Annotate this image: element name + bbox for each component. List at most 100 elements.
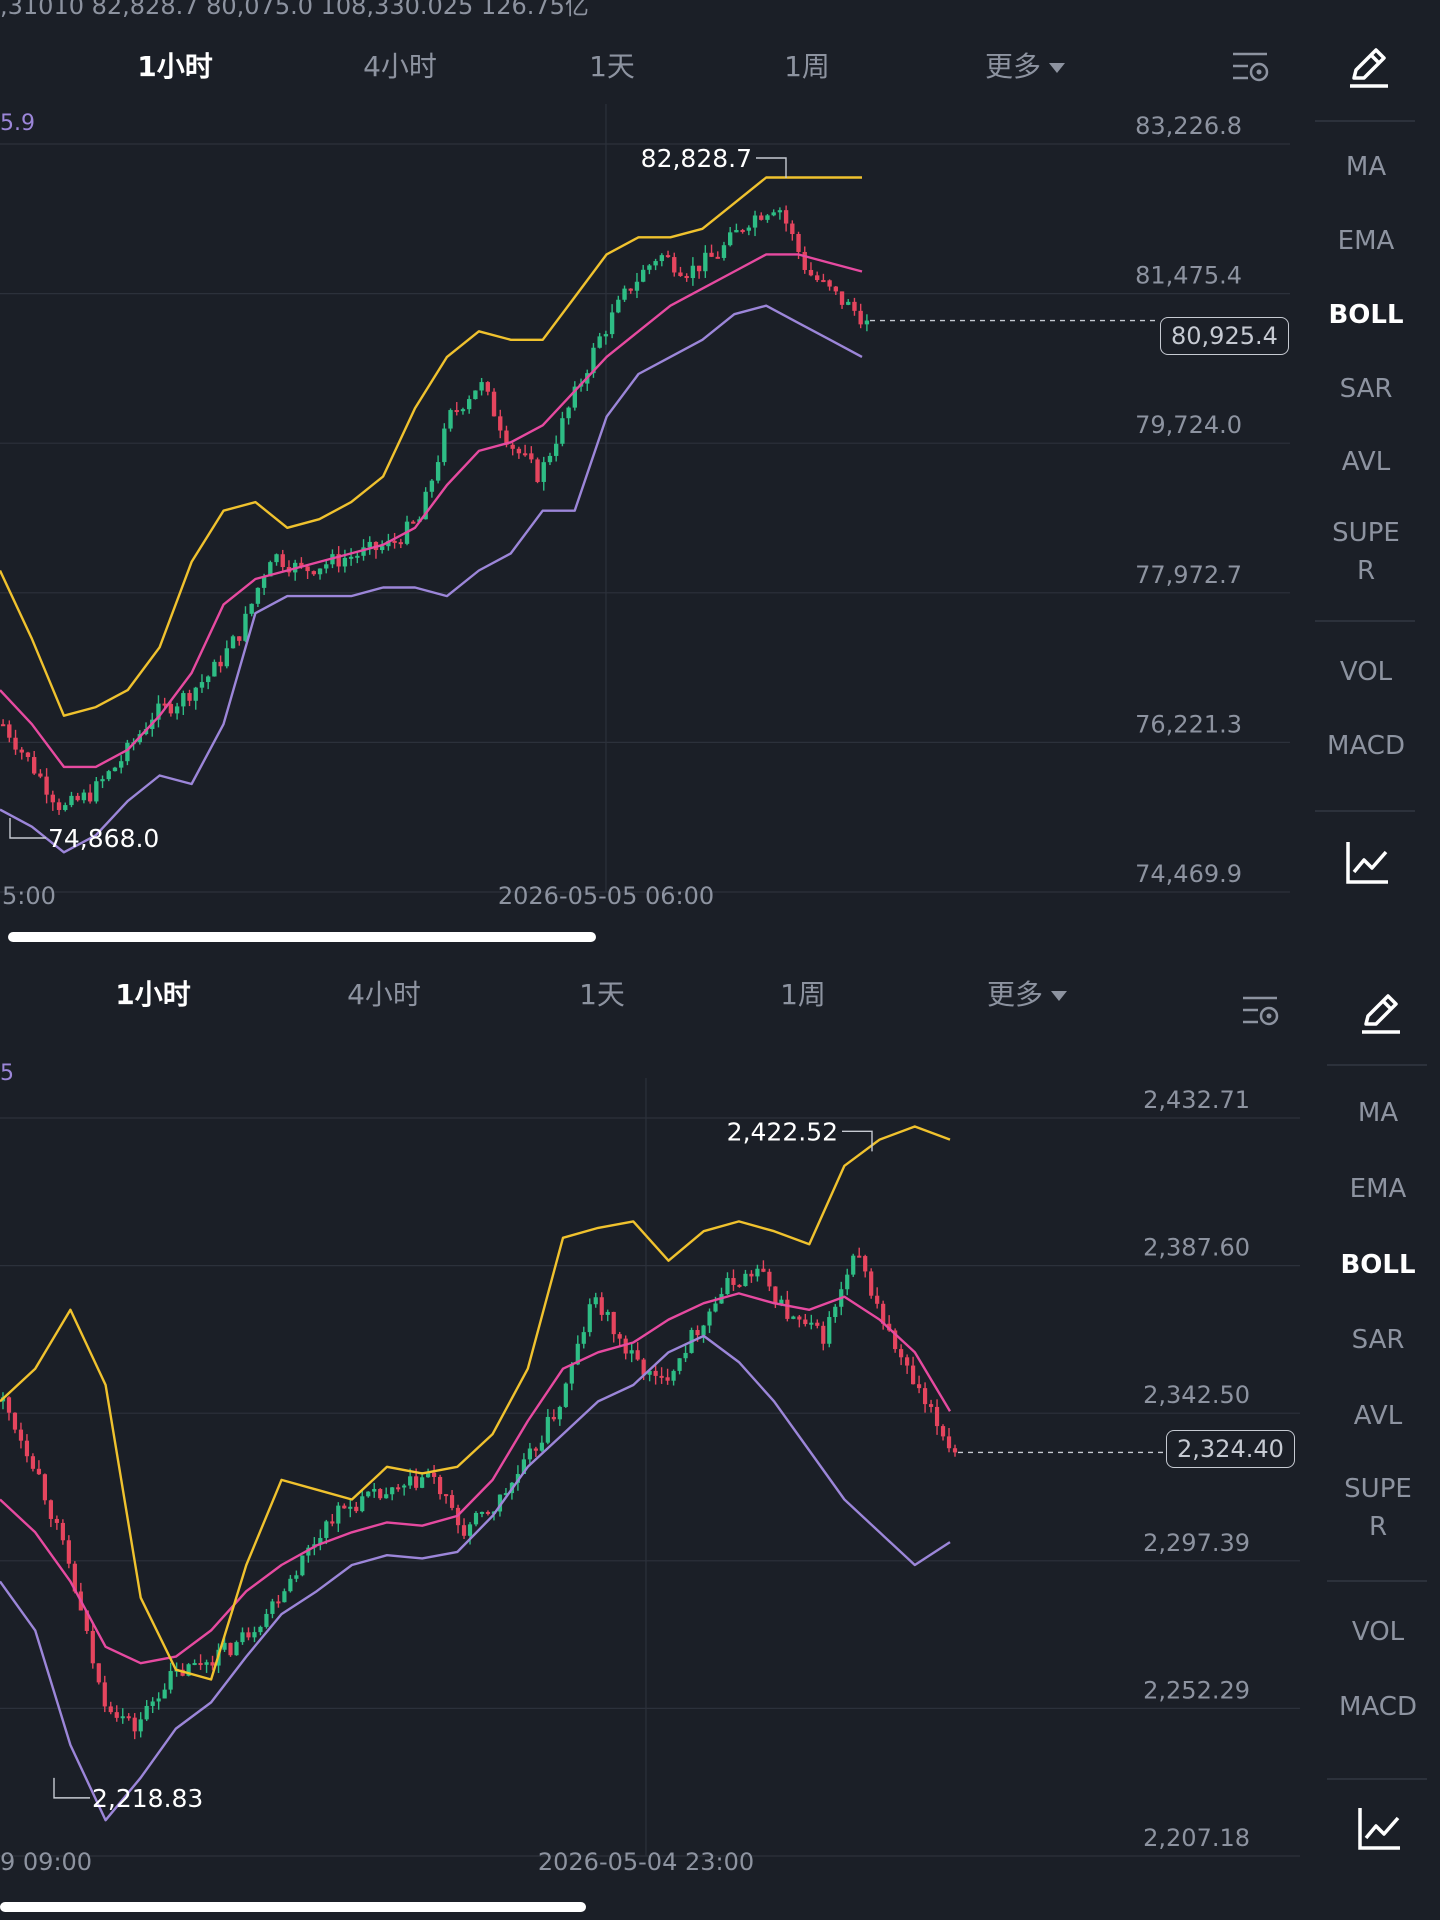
- current-price-label: 2,324.40: [1166, 1430, 1295, 1468]
- candle-body: [360, 1496, 365, 1512]
- candle-body: [535, 459, 540, 482]
- candle-body: [13, 737, 18, 750]
- candle-body: [330, 1521, 335, 1524]
- tab-1h[interactable]: 1小时: [137, 50, 213, 83]
- indicator-avl[interactable]: AVL: [1353, 1401, 1403, 1431]
- indicator-boll[interactable]: BOLL: [1340, 1250, 1416, 1280]
- chart-scrollbar[interactable]: [0, 1902, 586, 1912]
- indicator-macd[interactable]: MACD: [1339, 1692, 1417, 1722]
- indicator-super[interactable]: SUPE R: [1344, 1474, 1412, 1542]
- candle-body: [460, 409, 466, 412]
- candle-body: [821, 280, 826, 283]
- candle-body: [869, 1271, 874, 1296]
- candle-body: [833, 286, 838, 292]
- boll-lower-line: [0, 304, 863, 854]
- indicator-chart-icon[interactable]: [1344, 838, 1392, 886]
- tab-4h[interactable]: 4小时: [363, 50, 437, 83]
- candle-body: [545, 1416, 550, 1443]
- candle-body: [198, 1663, 203, 1666]
- candle-body: [690, 265, 696, 279]
- candle-body: [833, 1306, 838, 1318]
- tab-more[interactable]: 更多: [985, 32, 1066, 102]
- candle-body: [222, 1642, 227, 1650]
- candle-body: [715, 256, 720, 259]
- candle-body: [426, 1472, 431, 1478]
- chart-scrollbar[interactable]: [8, 932, 596, 942]
- candle-body: [628, 288, 633, 291]
- candle-body: [25, 752, 31, 758]
- indicator-super[interactable]: SUPE R: [1332, 518, 1400, 586]
- indicator-ema[interactable]: EMA: [1349, 1174, 1407, 1204]
- candle-body: [100, 779, 105, 782]
- tab-4h[interactable]: 4小时: [347, 978, 421, 1011]
- indicator-vol[interactable]: VOL: [1339, 657, 1393, 687]
- candle-body: [808, 269, 814, 276]
- chart-panel-eth: 1小时 4小时 1天 1周 更多 MA EMA BOLL SAR AVL SUP…: [0, 960, 1440, 1920]
- candle-body: [318, 1537, 323, 1545]
- candle-body: [261, 576, 267, 588]
- candle-body: [572, 386, 577, 408]
- candle-body: [498, 416, 503, 431]
- candle-body: [84, 1610, 89, 1631]
- tab-1d[interactable]: 1天: [579, 978, 625, 1011]
- tab-more[interactable]: 更多: [987, 960, 1068, 1030]
- candle-body: [863, 1256, 868, 1272]
- candle-body: [485, 382, 490, 392]
- candle-body: [796, 233, 801, 252]
- candle-body: [485, 1511, 491, 1514]
- chart-settings-icon[interactable]: [1230, 46, 1270, 86]
- candle-body: [150, 1701, 155, 1706]
- boll-upper-line: [0, 1125, 951, 1681]
- candle-body: [6, 1397, 12, 1413]
- candle-body: [521, 1459, 527, 1475]
- indicator-chart-icon[interactable]: [1356, 1804, 1404, 1852]
- indicator-ma[interactable]: MA: [1357, 1098, 1399, 1128]
- chart-settings-icon[interactable]: [1240, 990, 1280, 1030]
- candle-body: [773, 1286, 778, 1305]
- indicator-ma[interactable]: MA: [1345, 152, 1387, 182]
- candle-body: [852, 301, 857, 311]
- candle-body: [516, 448, 522, 454]
- indicator-macd[interactable]: MACD: [1327, 731, 1405, 761]
- candle-body: [815, 275, 820, 281]
- indicator-vol[interactable]: VOL: [1351, 1617, 1405, 1647]
- chart-panel-btc: ,31010 82,828.7 80,075.0 108,330.025 126…: [0, 0, 1415, 960]
- candle-body: [563, 1383, 568, 1407]
- sidebar-divider: [1327, 1580, 1427, 1582]
- candle-body: [206, 676, 211, 683]
- indicator-boll[interactable]: BOLL: [1328, 300, 1404, 330]
- indicator-avl[interactable]: AVL: [1341, 447, 1391, 477]
- candle-body: [204, 1662, 209, 1665]
- candle-body: [647, 265, 652, 270]
- candle-body: [684, 275, 689, 279]
- boll-mid-line: [0, 253, 863, 769]
- candle-body: [126, 1716, 131, 1719]
- tab-1d[interactable]: 1天: [589, 50, 635, 83]
- candle-body: [797, 1316, 802, 1320]
- indicator-ema[interactable]: EMA: [1337, 226, 1395, 256]
- candle-body: [721, 245, 727, 258]
- candle-body: [44, 776, 49, 795]
- low-price-label: 2,218.83: [92, 1784, 203, 1813]
- indicator-sar[interactable]: SAR: [1339, 374, 1393, 404]
- candle-body: [802, 251, 807, 270]
- candle-body: [587, 1304, 592, 1333]
- candle-body: [554, 443, 559, 456]
- tab-1w[interactable]: 1周: [780, 960, 826, 1030]
- candle-body: [63, 805, 68, 810]
- candle-body: [120, 1716, 125, 1719]
- candle-body: [299, 562, 304, 567]
- y-tick-label: 76,221.3: [1135, 710, 1242, 738]
- candlestick-chart[interactable]: 83,226.8 81,475.4 79,724.0 77,972.7 76,221.3…: [0, 0, 1300, 960]
- pencil-icon[interactable]: [1356, 990, 1404, 1038]
- sidebar-divider: [1327, 1064, 1427, 1066]
- candlestick-chart[interactable]: 2,432.71 2,387.60 2,342.50 2,297.39 2,252.29…: [0, 960, 1310, 1920]
- tab-1h[interactable]: 1小时: [115, 978, 191, 1011]
- indicator-sar[interactable]: SAR: [1351, 1325, 1405, 1355]
- pencil-icon[interactable]: [1344, 44, 1392, 92]
- chevron-down-icon: [1049, 63, 1066, 73]
- candle-body: [510, 444, 515, 449]
- candle-body: [66, 1540, 71, 1564]
- tab-1w[interactable]: 1周: [784, 32, 830, 102]
- candle-body: [108, 1706, 113, 1713]
